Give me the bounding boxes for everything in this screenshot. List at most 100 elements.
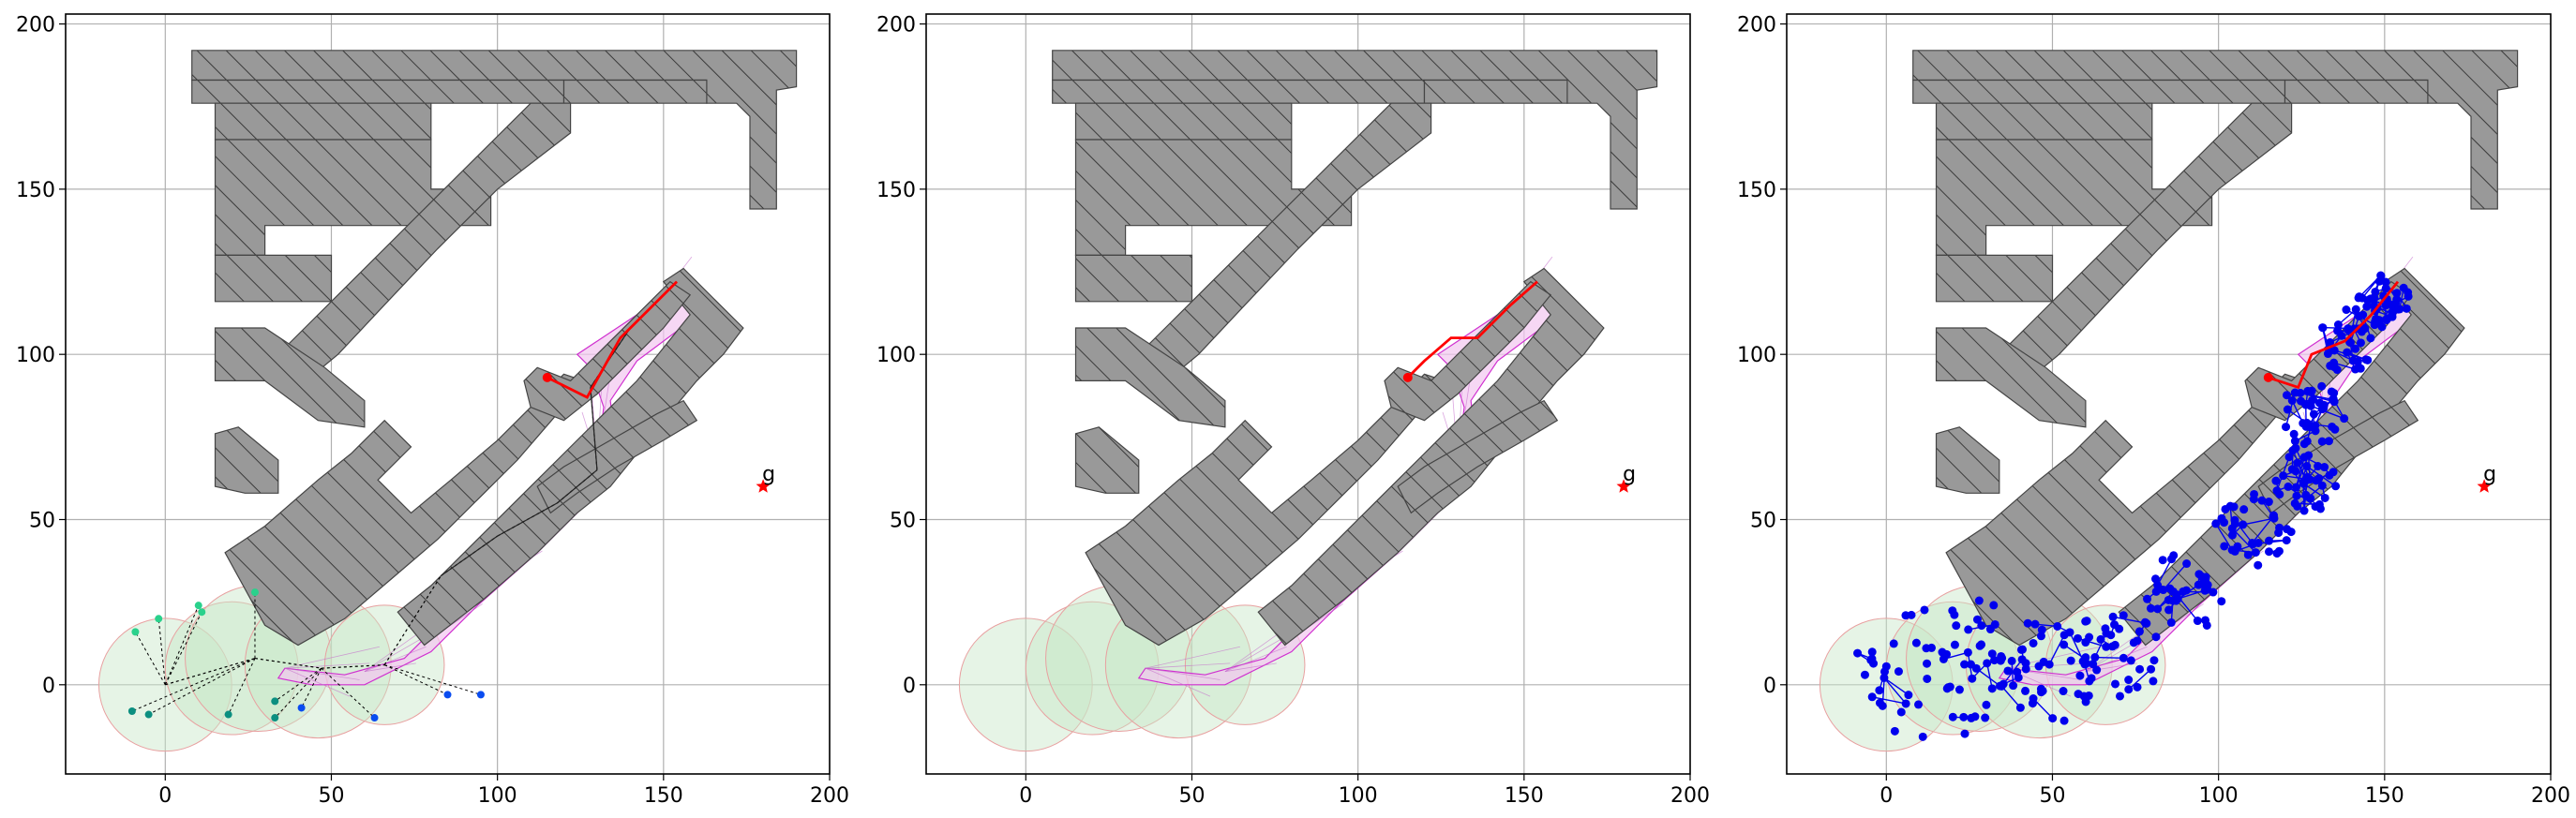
panel-3: g 0 50 100 150 200 0 50 100 150 200 <box>1737 13 2570 808</box>
plot-area <box>958 50 1658 752</box>
rrt-node <box>2323 350 2332 359</box>
axes-frame <box>1786 13 2552 775</box>
rrt-node <box>1996 656 2005 665</box>
rrt-node <box>2282 536 2291 545</box>
corridor-edge <box>1145 667 1211 697</box>
rrt-node <box>1966 660 1975 669</box>
rrt-node <box>2283 405 2292 414</box>
x-tick-label: 200 <box>1670 784 1710 808</box>
rrt-node <box>2081 653 2090 662</box>
rrt-node <box>1880 673 1889 682</box>
rrt-node <box>2119 611 2128 620</box>
tree-edge <box>321 664 385 669</box>
rrt-node <box>2269 513 2279 523</box>
rrt-node <box>2329 358 2339 367</box>
rrt-node <box>1987 649 1997 659</box>
rrt-node <box>2275 523 2284 532</box>
y-tick-label: 150 <box>876 179 916 202</box>
goal-label: g <box>762 463 775 486</box>
rrt-node <box>2366 334 2375 343</box>
rrt-node <box>2016 645 2026 654</box>
rrt-node <box>2168 596 2178 605</box>
obstacle-8 <box>1074 426 1140 494</box>
plot-area <box>97 50 798 752</box>
rrt-edge <box>2310 405 2344 420</box>
rrt-node <box>1972 615 1982 624</box>
rrt-node <box>1985 625 1995 634</box>
tree-edge <box>590 387 598 470</box>
rrt-edge <box>2048 634 2065 665</box>
y-tick-label: 200 <box>876 14 916 37</box>
rrt-node <box>2320 463 2329 472</box>
rrt-node <box>1960 660 1969 669</box>
rrt-node <box>1890 726 1899 736</box>
y-tick-label: 0 <box>903 675 916 698</box>
rrt-node <box>2030 619 2040 629</box>
rrt-node <box>2251 548 2260 558</box>
rrt-node <box>2129 638 2138 647</box>
rrt-node <box>2291 467 2300 476</box>
y-tick-label: 50 <box>890 509 916 532</box>
rrt-node <box>1907 610 1916 619</box>
rrt-node <box>2065 628 2074 637</box>
rrt-node <box>2371 317 2380 326</box>
rrt-node <box>2264 547 2273 557</box>
rrt-edge <box>2112 616 2146 624</box>
rrt-node <box>2305 423 2314 432</box>
rrt-node <box>2230 515 2239 525</box>
rrt-node <box>2293 458 2302 468</box>
leaf-node <box>155 615 163 623</box>
rrt-edge <box>2231 528 2256 554</box>
rrt-node <box>2141 618 2150 628</box>
leaf-node <box>250 588 259 597</box>
rrt-node <box>1927 643 1937 652</box>
rrt-node <box>2351 344 2360 353</box>
rrt-node <box>2111 679 2120 689</box>
rrt-node <box>2230 546 2239 556</box>
y-tick-label: 100 <box>16 344 55 367</box>
leaf-edge <box>228 658 256 715</box>
rrt-edge <box>1883 677 1907 705</box>
rrt-node <box>2320 493 2329 502</box>
rrt-node <box>2143 594 2152 603</box>
rrt-node <box>2307 386 2316 395</box>
rrt-node <box>2053 621 2062 631</box>
rrt-node <box>2301 476 2311 485</box>
rrt-node <box>2181 586 2191 595</box>
rrt-node <box>1997 681 2006 691</box>
rrt-node <box>2290 388 2299 397</box>
rrt-node <box>2159 586 2168 595</box>
x-tick-label: 50 <box>318 784 344 808</box>
rrt-node <box>2116 692 2124 701</box>
rrt-node <box>2392 295 2402 305</box>
rrt-node <box>1983 659 1992 668</box>
rrt-node <box>2299 453 2309 462</box>
rrt-node <box>2135 664 2145 674</box>
rrt-node <box>2193 617 2202 626</box>
rrt-node <box>2362 302 2372 311</box>
rrt-node <box>2274 546 2284 556</box>
x-tick-label: 100 <box>478 784 517 808</box>
rrt-edge <box>2000 685 2021 708</box>
rrt-node <box>2133 682 2142 692</box>
goal-marker <box>756 479 771 493</box>
rrt-node <box>2332 365 2342 375</box>
rrt-node <box>2286 528 2296 537</box>
rrt-node <box>1952 621 1961 631</box>
tree-edge <box>165 658 256 686</box>
rrt-node <box>2037 625 2046 634</box>
rrt-node <box>2149 656 2159 665</box>
rrt-edge <box>2252 515 2274 543</box>
leaf-node <box>224 710 232 719</box>
rrt-node <box>2015 703 2025 712</box>
rrt-node <box>2059 716 2069 725</box>
y-tick-label: 100 <box>1737 344 1776 367</box>
rrt-node <box>2153 604 2163 614</box>
rrt-node <box>2217 513 2226 523</box>
rrt-node <box>2023 618 2032 628</box>
rrt-node <box>2013 667 2022 677</box>
obstacle-2 <box>214 102 432 141</box>
rrt-node <box>2153 581 2163 590</box>
rrt-node <box>2092 665 2102 675</box>
rrt-node <box>2075 671 2085 680</box>
